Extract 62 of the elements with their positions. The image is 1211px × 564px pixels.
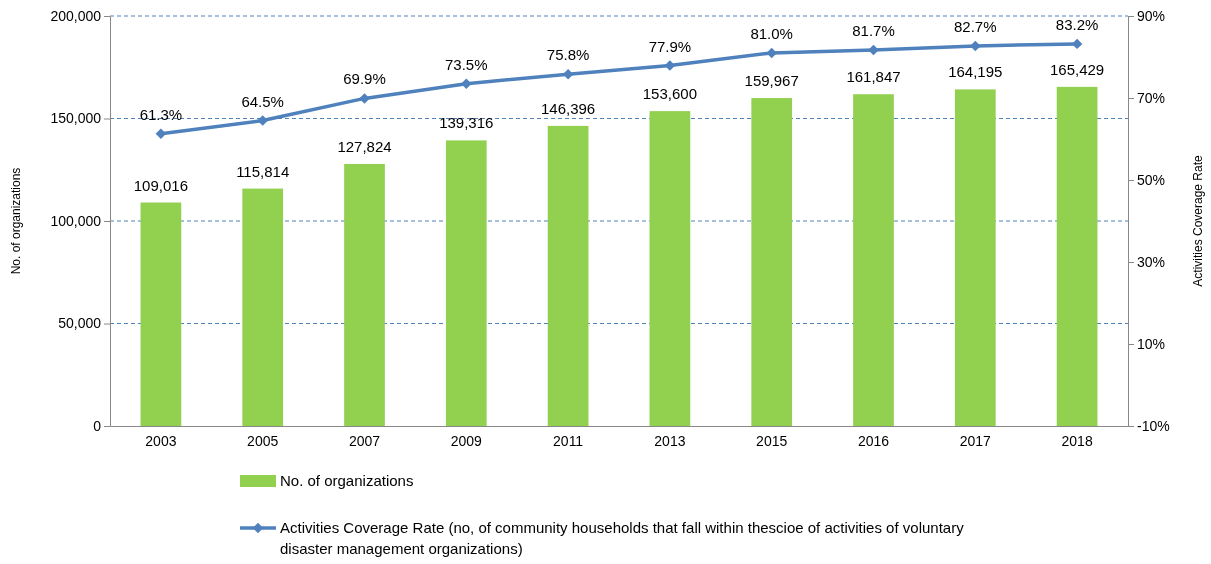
bar bbox=[242, 188, 284, 426]
data-label: 153,600 bbox=[642, 85, 698, 103]
data-label: 139,316 bbox=[439, 114, 494, 132]
point bbox=[970, 40, 981, 52]
x-tick-label: 2003 bbox=[145, 432, 177, 449]
data-label: 165,429 bbox=[1049, 60, 1105, 78]
data-label: 115,814 bbox=[236, 162, 290, 180]
y-tick-label: 150,000 bbox=[50, 110, 102, 127]
point bbox=[664, 60, 676, 71]
bar bbox=[445, 140, 487, 426]
x-tick-label: 2009 bbox=[450, 432, 483, 449]
x-tick-label: 2016 bbox=[857, 432, 890, 449]
y2-tick-label: 90% bbox=[1137, 7, 1166, 24]
y2-tick-label: 10% bbox=[1137, 335, 1166, 352]
bar bbox=[751, 98, 793, 426]
y2-tick-label: -10% bbox=[1137, 417, 1170, 434]
x-tick-label: 2017 bbox=[959, 432, 992, 449]
y2-axis-title: Activities Coverage Rate bbox=[1191, 154, 1205, 287]
y-tick-label: 200,000 bbox=[50, 7, 102, 24]
point bbox=[359, 93, 370, 104]
data-label: 61.3% bbox=[139, 105, 183, 123]
bar bbox=[1056, 86, 1098, 426]
x-tick-label: 2018 bbox=[1061, 432, 1093, 449]
legend-label: Activities Coverage Rate (no, of community households that fall within thescioe of activities of voluntary disaster management organizations) bbox=[280, 519, 965, 557]
data-label: 161,847 bbox=[846, 68, 901, 86]
data-label: 159,967 bbox=[744, 72, 799, 90]
data-label: 69.9% bbox=[343, 70, 386, 88]
y2-tick-label: 70% bbox=[1137, 89, 1166, 106]
y-tick-label: 50,000 bbox=[58, 315, 102, 332]
legend-label: No. of organizations bbox=[280, 472, 414, 489]
data-label: 146,396 bbox=[540, 99, 596, 117]
data-label: 77.9% bbox=[648, 37, 692, 55]
point bbox=[461, 78, 472, 89]
point bbox=[257, 115, 268, 126]
x-tick-label: 2013 bbox=[654, 432, 686, 449]
bar bbox=[853, 94, 894, 426]
point bbox=[766, 47, 777, 59]
bar bbox=[649, 111, 691, 426]
data-label: 81.7% bbox=[852, 22, 895, 40]
y-tick-label: 100,000 bbox=[50, 212, 102, 229]
data-label: 64.5% bbox=[241, 92, 284, 110]
x-tick-label: 2007 bbox=[348, 432, 381, 449]
data-label: 82.7% bbox=[954, 17, 997, 35]
y2-tick-label: 30% bbox=[1137, 253, 1166, 270]
data-label: 73.5% bbox=[445, 55, 488, 73]
data-label: 81.0% bbox=[750, 24, 793, 42]
data-label: 83.2% bbox=[1055, 15, 1099, 33]
bar bbox=[344, 163, 385, 426]
data-label: 75.8% bbox=[546, 46, 590, 64]
data-label: 127,824 bbox=[337, 137, 392, 155]
x-tick-label: 2005 bbox=[247, 432, 279, 449]
y-tick-label: 0 bbox=[93, 417, 102, 434]
x-tick-label: 2011 bbox=[553, 432, 584, 449]
y2-tick-label: 50% bbox=[1137, 171, 1166, 188]
bar bbox=[140, 202, 182, 426]
y-axis-title: No. of organizations bbox=[9, 167, 23, 275]
point bbox=[868, 44, 879, 56]
bar bbox=[547, 125, 589, 426]
x-tick-label: 2015 bbox=[756, 432, 788, 449]
data-label: 109,016 bbox=[133, 176, 189, 194]
bar bbox=[954, 89, 996, 426]
data-label: 164,195 bbox=[948, 63, 1003, 81]
